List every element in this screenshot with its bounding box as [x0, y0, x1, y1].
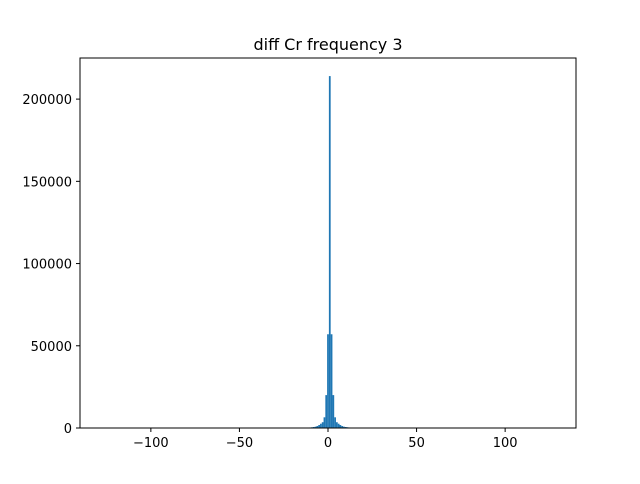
bars-layer [306, 76, 354, 428]
histogram-bar-15 [332, 395, 334, 428]
histogram-bar-17 [336, 422, 338, 428]
x-tick-label-4: 100 [493, 436, 518, 451]
y-tick-label-0: 0 [64, 422, 72, 437]
histogram-bar-13 [329, 76, 331, 428]
x-tick-label-1: −50 [226, 436, 253, 451]
histogram-bar-16 [334, 417, 336, 428]
histogram-bar-12 [327, 334, 329, 428]
axes-layer: −100 −50 0 50 100 0 50000 100000 150000 200000 [22, 93, 517, 451]
y-tick-label-4: 200000 [22, 93, 72, 108]
chart-title: diff Cr frequency 3 [253, 35, 402, 54]
y-tick-label-3: 150000 [22, 175, 72, 190]
histogram-bar-10 [324, 417, 326, 428]
x-tick-label-3: 50 [408, 436, 425, 451]
histogram-bar-9 [322, 422, 324, 428]
histogram-bar-8 [320, 424, 322, 428]
histogram-bar-18 [338, 424, 340, 428]
x-tick-label-0: −100 [133, 436, 169, 451]
histogram-bar-14 [331, 334, 333, 428]
y-tick-label-2: 100000 [22, 258, 72, 273]
y-tick-label-1: 50000 [31, 340, 72, 355]
histogram-bar-11 [325, 395, 327, 428]
x-tick-label-2: 0 [324, 436, 332, 451]
